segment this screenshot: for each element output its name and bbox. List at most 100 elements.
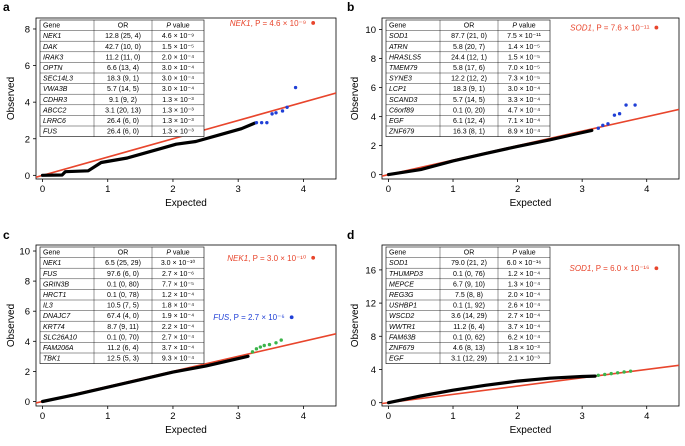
- panel-c: c 0 1 2 3 4 0 2 4 6 8 10 Expected Observed NEK1, P = 3…: [3, 228, 337, 436]
- x-tick-label: 0: [40, 411, 45, 422]
- x-tick-label: 1: [105, 411, 110, 422]
- table-cell-p: 2.2 × 10⁻⁴: [162, 324, 194, 331]
- highlight-point: [258, 345, 263, 349]
- x-tick-label: 1: [450, 184, 455, 195]
- highlight-point: [633, 103, 637, 107]
- y-tick-label: 4: [25, 98, 30, 109]
- highlight-point: [267, 342, 272, 347]
- table-header-gene: Gene: [389, 23, 406, 30]
- table-header-gene: Gene: [43, 23, 60, 30]
- panel-letter: c: [3, 228, 10, 242]
- table-cell-or: 18.3 (9, 1): [453, 86, 485, 93]
- x-tick-label: 3: [580, 184, 585, 195]
- table-cell-or: 8.7 (9, 11): [107, 324, 138, 331]
- y-axis-title: Observed: [350, 77, 361, 120]
- table-cell-or: 0.1 (0, 70): [107, 334, 139, 341]
- observed-points-bulk: [40, 121, 257, 177]
- table-cell-p: 2.0 × 10⁻⁴: [162, 54, 194, 61]
- y-tick-label: 0: [371, 398, 376, 409]
- top-gene-point: [289, 315, 294, 320]
- highlight-point: [274, 111, 278, 115]
- table-header-p-rest: value: [171, 250, 190, 257]
- table-header-p: P value: [166, 250, 189, 257]
- table-header-gene: Gene: [43, 250, 60, 257]
- highlight-point: [606, 122, 610, 126]
- table-cell-or: 12.5 (5, 3): [107, 356, 139, 363]
- table-cell-gene: ABCC2: [42, 107, 66, 114]
- y-tick-label: 2: [25, 367, 30, 378]
- table-cell-or: 0.1 (0, 78): [107, 292, 139, 299]
- y-tick-label: 6: [371, 83, 376, 94]
- table-header-p-italic: P: [512, 23, 517, 30]
- gene-table: Gene OR P value NEK1 6.5 (25, 29) 3.0 × 10⁻¹⁰…: [39, 246, 205, 364]
- highlight-point: [596, 126, 600, 130]
- highlight-point: [265, 120, 269, 125]
- highlight-point: [270, 112, 274, 116]
- table-cell-or: 6.5 (25, 29): [105, 260, 141, 267]
- data-layer: [36, 332, 336, 404]
- table-cell-or: 5.8 (17, 6): [453, 65, 485, 72]
- x-tick-label: 2: [515, 411, 520, 422]
- table-cell-gene: FUS: [43, 271, 57, 278]
- x-tick-label: 2: [170, 411, 175, 422]
- table-cell-gene: MEPCE: [389, 281, 414, 288]
- table-cell-gene: IL3: [43, 303, 53, 310]
- annotation-p-value: P = 7.6 × 10⁻¹¹: [596, 24, 649, 33]
- highlight-point: [603, 372, 607, 377]
- highlight-point: [628, 369, 633, 373]
- table-cell-p: 7.7 × 10⁻⁵: [162, 281, 194, 288]
- y-tick-label: 8: [371, 54, 376, 65]
- highlight-point: [254, 347, 259, 351]
- table-cell-or: 7.5 (8, 8): [455, 292, 483, 299]
- table-cell-gene: SYNE3: [389, 76, 412, 83]
- annotation-p-value: P = 6.0 × 10⁻¹⁶: [596, 264, 650, 273]
- table-cell-gene: NEK1: [43, 260, 61, 267]
- y-tick-label: 6: [25, 61, 30, 72]
- x-tick-label: 4: [301, 411, 306, 422]
- table-cell-or: 6.1 (12, 4): [453, 118, 485, 125]
- table-cell-gene: TBK1: [43, 356, 61, 363]
- table-cell-gene: EGF: [389, 118, 404, 125]
- table-cell-gene: SEC14L3: [43, 76, 73, 83]
- table-cell-p: 1.8 × 10⁻³: [508, 345, 540, 352]
- table-cell-or: 87.7 (21, 0): [451, 33, 487, 40]
- observed-points-bulk: [386, 128, 594, 177]
- table-cell-or: 0.1 (0, 62): [453, 334, 485, 341]
- table-border: [385, 19, 551, 137]
- table-cell-p: 1.4 × 10⁻⁵: [508, 44, 540, 51]
- observed-points-bulk: [386, 374, 597, 405]
- table-cell-or: 0.1 (0, 76): [453, 271, 485, 278]
- table-cell-p: 1.3 × 10⁻³: [162, 97, 194, 104]
- diagonal-line: [382, 364, 679, 405]
- y-tick-label: 10: [365, 25, 376, 36]
- table-cell-p: 9.3 × 10⁻⁴: [162, 356, 194, 363]
- table-cell-p: 6.2 × 10⁻⁴: [508, 334, 540, 341]
- x-tick-label: 0: [386, 411, 391, 422]
- x-tick-label: 3: [580, 411, 585, 422]
- table-border: [39, 246, 205, 364]
- table-cell-or: 3.1 (12, 29): [451, 356, 487, 363]
- highlight-point: [601, 123, 605, 128]
- x-tick-label: 3: [236, 184, 241, 195]
- table-cell-or: 12.2 (12, 2): [451, 76, 487, 83]
- table-cell-gene: ZNF679: [388, 129, 414, 136]
- x-axis-title: Expected: [165, 198, 207, 209]
- highlight-point: [617, 112, 622, 116]
- y-tick-label: 4: [25, 337, 30, 348]
- table-cell-or: 9.1 (9, 2): [109, 97, 137, 104]
- table-cell-gene: TMEM79: [389, 65, 418, 72]
- table-cell-p: 3.3 × 10⁻⁴: [508, 97, 540, 104]
- table-cell-gene: EGF: [389, 356, 404, 363]
- observed-points-bulk: [40, 354, 250, 404]
- x-axis-title: Expected: [165, 425, 207, 436]
- table-border: [385, 246, 551, 364]
- highlight-point: [612, 113, 617, 117]
- y-tick-label: 2: [25, 134, 30, 145]
- table-cell-p: 2.1 × 10⁻³: [508, 356, 540, 363]
- table-cell-p: 7.3 × 10⁻⁵: [508, 76, 540, 83]
- annotation-separator: ,: [592, 24, 596, 33]
- plot-frame: [35, 17, 337, 180]
- top-gene-annotation: NEK1, P = 3.0 × 10⁻¹⁰: [227, 254, 306, 263]
